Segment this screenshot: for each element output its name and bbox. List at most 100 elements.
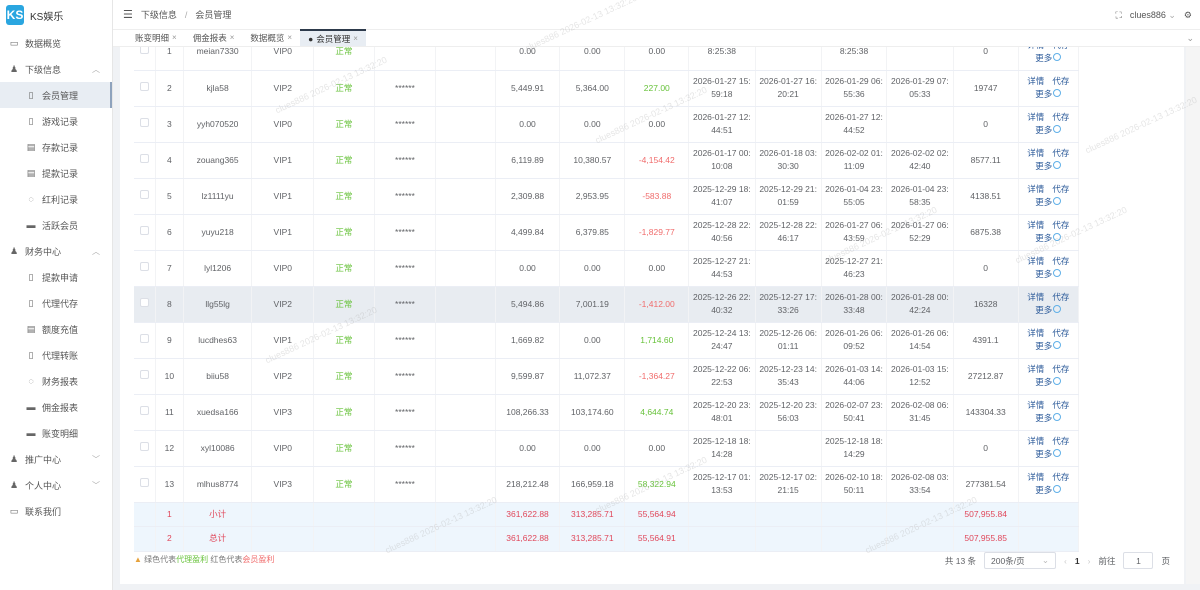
close-icon[interactable]: × (287, 33, 293, 42)
user-menu[interactable]: clues886 ⌄ (1130, 10, 1176, 21)
sidebar-item[interactable]: ▭ 数据概览 (0, 30, 112, 56)
more-dropdown[interactable]: 更多 (1035, 377, 1061, 387)
table-row[interactable]: 11 xuedsa166 VIP3 正常 ****** 108,266.33 1… (134, 394, 1184, 431)
more-dropdown[interactable]: 更多 (1035, 197, 1061, 207)
detail-link[interactable]: 详情 (1027, 112, 1045, 122)
prev-page-button[interactable]: ‹ (1064, 555, 1067, 566)
table-row[interactable]: 2 kjla58 VIP2 正常 ****** 5,449.91 5,364.0… (134, 70, 1184, 107)
row-checkbox-cell[interactable] (134, 178, 156, 215)
more-dropdown[interactable]: 更多 (1035, 485, 1061, 495)
row-checkbox[interactable] (139, 47, 149, 55)
more-dropdown[interactable]: 更多 (1035, 89, 1061, 99)
table-row[interactable]: 13 mlhus8774 VIP3 正常 ****** 218,212.48 1… (134, 466, 1184, 503)
detail-link[interactable]: 详情 (1027, 76, 1045, 86)
row-checkbox-cell[interactable] (134, 394, 156, 431)
more-dropdown[interactable]: 更多 (1035, 125, 1061, 135)
deposit-link[interactable]: 代存 (1052, 76, 1070, 86)
sidebar-item[interactable]: ♟ 财务中心 ︿ (0, 238, 112, 264)
sidebar-item[interactable]: ▬ 活跃会员 (0, 212, 112, 238)
sidebar-item[interactable]: ◌ 红利记录 (0, 186, 112, 212)
deposit-link[interactable]: 代存 (1052, 328, 1070, 338)
deposit-link[interactable]: 代存 (1052, 220, 1070, 230)
row-checkbox-cell[interactable] (134, 358, 156, 395)
sidebar-item[interactable]: ▯ 代理代存 (0, 290, 112, 316)
detail-link[interactable]: 详情 (1027, 256, 1045, 266)
row-checkbox-cell[interactable] (134, 214, 156, 251)
menu-toggle-icon[interactable]: ☰ (123, 9, 133, 21)
sidebar-item[interactable]: ▤ 额度充值 (0, 316, 112, 342)
sidebar-item[interactable]: ▤ 存款记录 (0, 134, 112, 160)
close-icon[interactable]: × (172, 33, 177, 42)
sidebar-item[interactable]: ♟ 个人中心 ﹀ (0, 472, 112, 498)
row-checkbox-cell[interactable] (134, 322, 156, 359)
more-dropdown[interactable]: 更多 (1035, 269, 1061, 279)
tab[interactable]: 账变明细 × (127, 29, 185, 46)
detail-link[interactable]: 详情 (1027, 148, 1045, 158)
more-dropdown[interactable]: 更多 (1035, 53, 1061, 63)
detail-link[interactable]: 详情 (1027, 47, 1044, 50)
table-row[interactable]: 6 yuyu218 VIP1 正常 ****** 4,499.84 6,379.… (134, 214, 1184, 251)
more-dropdown[interactable]: 更多 (1035, 341, 1061, 351)
row-checkbox[interactable] (139, 225, 149, 235)
deposit-link[interactable]: 代存 (1052, 47, 1069, 50)
detail-link[interactable]: 详情 (1027, 364, 1045, 374)
sidebar-item[interactable]: ▯ 游戏记录 (0, 108, 112, 134)
detail-link[interactable]: 详情 (1027, 292, 1045, 302)
row-checkbox-cell[interactable] (134, 430, 156, 467)
row-checkbox[interactable] (139, 117, 149, 127)
deposit-link[interactable]: 代存 (1052, 184, 1070, 194)
table-row[interactable]: 4 zouang365 VIP1 正常 ****** 6,119.89 10,3… (134, 142, 1184, 179)
deposit-link[interactable]: 代存 (1052, 436, 1070, 446)
logo[interactable]: KS KS娱乐 (0, 0, 112, 30)
sidebar-item[interactable]: ▯ 提款申请 (0, 264, 112, 290)
row-checkbox-cell[interactable] (134, 286, 156, 323)
sidebar-item[interactable]: ◌ 财务报表 (0, 368, 112, 394)
sidebar-item[interactable]: ▤ 提款记录 (0, 160, 112, 186)
row-checkbox-cell[interactable] (134, 142, 156, 179)
more-dropdown[interactable]: 更多 (1035, 305, 1061, 315)
deposit-link[interactable]: 代存 (1052, 148, 1070, 158)
row-checkbox[interactable] (139, 369, 149, 379)
row-checkbox[interactable] (139, 153, 149, 163)
goto-page-input[interactable]: 1 (1123, 552, 1154, 569)
page-number[interactable]: 1 (1074, 555, 1080, 566)
sidebar-item[interactable]: ▬ 账变明细 (0, 420, 112, 446)
sidebar-item[interactable]: ♟ 下级信息 ︿ (0, 56, 112, 82)
sidebar-item[interactable]: ▭ 联系我们 (0, 498, 112, 524)
table-row[interactable]: 12 xyl10086 VIP0 正常 ****** 0.00 0.00 0.0… (134, 430, 1184, 467)
detail-link[interactable]: 详情 (1027, 184, 1045, 194)
sidebar-item[interactable]: ▯ 会员管理 (0, 82, 112, 108)
table-row[interactable]: 10 biiu58 VIP2 正常 ****** 9,599.87 11,072… (134, 358, 1184, 395)
close-icon[interactable]: × (229, 33, 235, 42)
row-checkbox-cell[interactable] (134, 70, 156, 107)
tab[interactable]: 佣金报表 × (185, 29, 243, 46)
row-checkbox-cell[interactable] (134, 106, 156, 143)
gear-icon[interactable]: ⚙ (1183, 9, 1192, 20)
deposit-link[interactable]: 代存 (1052, 256, 1070, 266)
row-checkbox[interactable] (139, 297, 149, 307)
row-checkbox[interactable] (139, 81, 149, 91)
detail-link[interactable]: 详情 (1027, 220, 1045, 230)
sidebar-item[interactable]: ▯ 代理转账 (0, 342, 112, 368)
tab[interactable]: ● 会员管理 × (300, 29, 366, 46)
deposit-link[interactable]: 代存 (1052, 364, 1070, 374)
deposit-link[interactable]: 代存 (1052, 292, 1070, 302)
next-page-button[interactable]: › (1087, 555, 1091, 566)
row-checkbox-cell[interactable] (134, 250, 156, 287)
table-row[interactable]: 1 meian7330 VIP0 正常 0.00 0.00 0.00 8:25:… (134, 47, 1184, 71)
row-checkbox-cell[interactable] (134, 47, 156, 71)
table-row[interactable]: 9 lucdhes63 VIP1 正常 ****** 1,669.82 0.00… (134, 322, 1184, 359)
table-row[interactable]: 7 lyl1206 VIP0 正常 ****** 0.00 0.00 0.00 … (134, 250, 1184, 287)
close-icon[interactable]: × (353, 34, 358, 43)
row-checkbox[interactable] (139, 333, 149, 343)
scrollbar[interactable] (1186, 47, 1200, 584)
more-dropdown[interactable]: 更多 (1035, 233, 1061, 243)
page-size-select[interactable]: 200条/页 ⌄ (984, 552, 1057, 569)
table-row[interactable]: 5 lz1111yu VIP1 正常 ****** 2,309.88 2,953… (134, 178, 1184, 215)
more-dropdown[interactable]: 更多 (1035, 413, 1061, 423)
breadcrumb-item[interactable]: 下级信息 (140, 10, 177, 20)
tab[interactable]: 数据概览 × (242, 29, 300, 46)
row-checkbox[interactable] (139, 441, 149, 451)
deposit-link[interactable]: 代存 (1052, 400, 1070, 410)
fullscreen-icon[interactable]: ⛶ (1115, 9, 1122, 20)
